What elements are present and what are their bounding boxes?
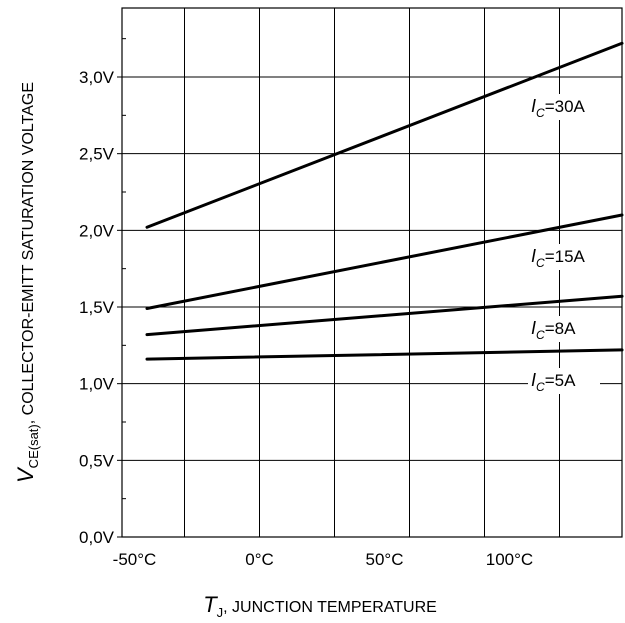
x-tick-label-2: 50°C	[366, 550, 404, 569]
y-minor-ticks	[122, 38, 126, 500]
series-label-val-2: =8A	[545, 319, 576, 338]
series-label-2: IC=8A	[531, 318, 576, 342]
series-label-0: IC=30A	[531, 96, 586, 120]
y-tick-label-1: 0,5V	[79, 451, 115, 470]
y-tick-label-6: 3,0V	[79, 68, 115, 87]
y-tick-label-0: 0,0V	[79, 528, 115, 547]
series-label-var-2: I	[531, 318, 536, 338]
series-label-var-1: I	[531, 246, 536, 266]
series-label-bg-3	[528, 368, 600, 394]
series-label-3: IC=5A	[531, 370, 576, 394]
y-tick-label-4: 2,0V	[79, 221, 115, 240]
series-label-val-3: =5A	[545, 371, 576, 390]
x-tick-label-0: -50°C	[113, 550, 157, 569]
x-tick-label-3: 100°C	[486, 550, 533, 569]
x-axis-label: TJ, JUNCTION TEMPERATURE	[203, 592, 437, 620]
series-line-0	[145, 41, 624, 229]
y-axis-label-sub: CE(sat)	[26, 424, 41, 468]
series-label-sub-0: C	[536, 106, 545, 120]
series-line-2	[145, 294, 624, 337]
series-label-sub-2: C	[536, 328, 545, 342]
series-lines	[145, 41, 624, 361]
y-axis-label-var: V	[13, 466, 38, 483]
y-tick-label-2: 1,0V	[79, 375, 115, 394]
series-label-var-0: I	[531, 96, 536, 116]
series-label-bg-0	[528, 94, 610, 120]
series-line-3	[145, 348, 624, 361]
y-axis-label: VCE(sat), COLLECTOR-EMITT SATURATION VOL…	[13, 82, 41, 483]
y-tick-labels: 0,0V 0,5V 1,0V 1,5V 2,0V 2,5V 3,0V	[79, 68, 122, 547]
x-axis-label-var: T	[203, 592, 218, 617]
plot-frame	[121, 7, 623, 538]
series-label-bg-2	[528, 316, 600, 342]
grid	[122, 8, 622, 537]
y-axis-label-text: , COLLECTOR-EMITT SATURATION VOLTAGE	[20, 82, 37, 424]
series-label-1: IC=15A	[531, 246, 586, 270]
y-tick-label-5: 2,5V	[79, 145, 115, 164]
y-tick-label-3: 1,5V	[79, 298, 115, 317]
series-label-val-1: =15A	[545, 247, 586, 266]
series-label-sub-3: C	[536, 380, 545, 394]
x-tick-label-1: 0°C	[245, 550, 274, 569]
x-axis-label-text: , JUNCTION TEMPERATURE	[223, 599, 437, 616]
series-label-sub-1: C	[536, 256, 545, 270]
series-label-bg-1	[528, 244, 600, 270]
x-tick-labels: -50°C 0°C 50°C 100°C	[113, 550, 534, 569]
series-label-var-3: I	[531, 370, 536, 390]
x-axis-label-sub: J	[217, 605, 224, 620]
series-line-1	[145, 213, 624, 311]
series-label-val-0: =30A	[545, 97, 586, 116]
